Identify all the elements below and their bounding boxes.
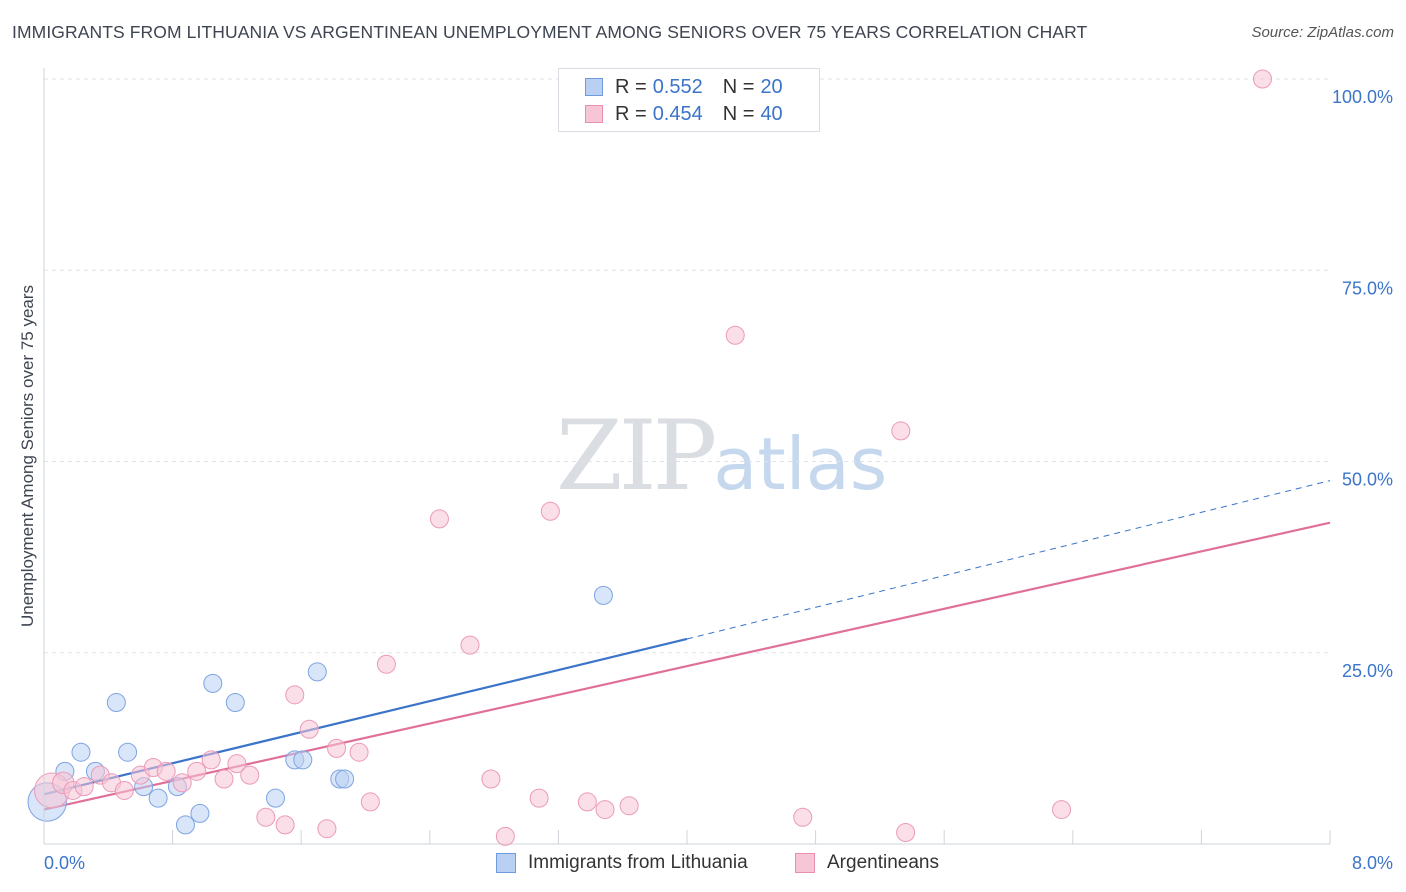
x-tick-label-min: 0.0%	[44, 853, 85, 873]
data-point-argentineans	[256, 807, 276, 827]
data-point-argentineans	[896, 823, 916, 843]
watermark-atlas: atlas	[713, 422, 888, 506]
bottom-legend-argentineans: Argentineans	[795, 852, 939, 874]
legend-n-value: 20	[760, 75, 783, 98]
data-point-argentineans	[595, 800, 615, 820]
data-point-argentineans	[214, 769, 234, 789]
data-point-argentineans	[172, 773, 192, 793]
x-tick-label-max: 8.0%	[1352, 853, 1393, 873]
data-point-argentineans	[240, 765, 260, 785]
legend-r-label: R =	[615, 102, 647, 125]
data-point-argentineans	[891, 421, 911, 441]
bottom-legend-lithuania: Immigrants from Lithuania	[496, 852, 748, 874]
trend-line-argentineans	[43, 521, 1331, 811]
legend-r-value: 0.552	[652, 75, 703, 98]
data-point-argentineans	[1052, 800, 1072, 820]
trend-line-extension-lithuania	[686, 480, 1331, 640]
legend-row-argentineans: R = 0.454 N = 40	[585, 101, 783, 127]
data-point-argentineans	[285, 685, 305, 705]
data-point-lithuania	[593, 585, 613, 605]
data-point-lithuania	[293, 750, 313, 770]
chart-title: IMMIGRANTS FROM LITHUANIA VS ARGENTINEAN…	[12, 22, 1088, 42]
y-tick-label: 25.0%	[1342, 661, 1393, 681]
legend-swatch-pink	[585, 105, 603, 123]
data-point-argentineans	[793, 807, 813, 827]
data-point-argentineans	[201, 750, 221, 770]
data-point-lithuania	[118, 742, 138, 762]
data-point-argentineans	[114, 780, 134, 800]
data-point-argentineans	[460, 635, 480, 655]
data-point-lithuania	[190, 803, 210, 823]
data-point-lithuania	[71, 742, 91, 762]
data-point-lithuania	[265, 788, 285, 808]
data-point-argentineans	[299, 719, 319, 739]
data-point-argentineans	[481, 769, 501, 789]
legend-r-value: 0.454	[652, 102, 703, 125]
data-point-argentineans	[577, 792, 597, 812]
bottom-legend-swatch-pink	[795, 853, 815, 873]
legend-n-label: N =	[722, 102, 755, 125]
data-point-lithuania	[175, 815, 195, 835]
data-point-lithuania	[148, 788, 168, 808]
legend-row-lithuania: R = 0.552 N = 20	[585, 74, 783, 100]
data-point-argentineans	[156, 761, 176, 781]
data-point-argentineans	[725, 325, 745, 345]
data-point-argentineans	[540, 501, 560, 521]
data-point-argentineans	[495, 826, 515, 846]
y-tick-label: 100.0%	[1332, 87, 1393, 107]
watermark: ZIPatlas	[556, 400, 887, 512]
data-point-argentineans	[529, 788, 549, 808]
x-axis-ticks	[44, 830, 1331, 845]
bottom-legend-swatch-blue	[496, 853, 516, 873]
y-tick-labels: 25.0% 50.0% 75.0% 100.0%	[1332, 87, 1393, 681]
data-point-argentineans	[349, 742, 369, 762]
source-label: Source: ZipAtlas.com	[1251, 24, 1394, 41]
data-point-argentineans	[619, 796, 639, 816]
legend-n-value: 40	[760, 102, 783, 125]
data-point-argentineans	[317, 819, 337, 839]
data-point-argentineans	[187, 761, 207, 781]
legend-n-label: N =	[722, 75, 755, 98]
data-point-lithuania	[225, 692, 245, 712]
data-point-argentineans	[275, 815, 295, 835]
bottom-legend-label: Immigrants from Lithuania	[528, 852, 748, 873]
data-point-argentineans	[74, 777, 94, 797]
legend-swatch-blue	[585, 78, 603, 96]
legend-r-label: R =	[615, 75, 647, 98]
data-point-argentineans	[360, 792, 380, 812]
data-points	[27, 69, 1272, 846]
data-point-argentineans	[227, 754, 247, 774]
data-point-lithuania	[335, 769, 355, 789]
data-point-lithuania	[203, 673, 223, 693]
correlation-legend: R = 0.552 N = 20 R = 0.454 N = 40	[558, 68, 820, 132]
data-point-lithuania	[106, 692, 126, 712]
data-point-argentineans	[1252, 69, 1272, 89]
data-point-argentineans	[429, 509, 449, 529]
data-point-argentineans	[376, 654, 396, 674]
data-point-lithuania	[307, 662, 327, 682]
data-point-argentineans	[327, 738, 347, 758]
y-tick-label: 50.0%	[1342, 470, 1393, 490]
y-tick-label: 75.0%	[1342, 278, 1393, 298]
watermark-zip: ZIP	[556, 400, 717, 512]
bottom-legend-label: Argentineans	[827, 852, 939, 873]
